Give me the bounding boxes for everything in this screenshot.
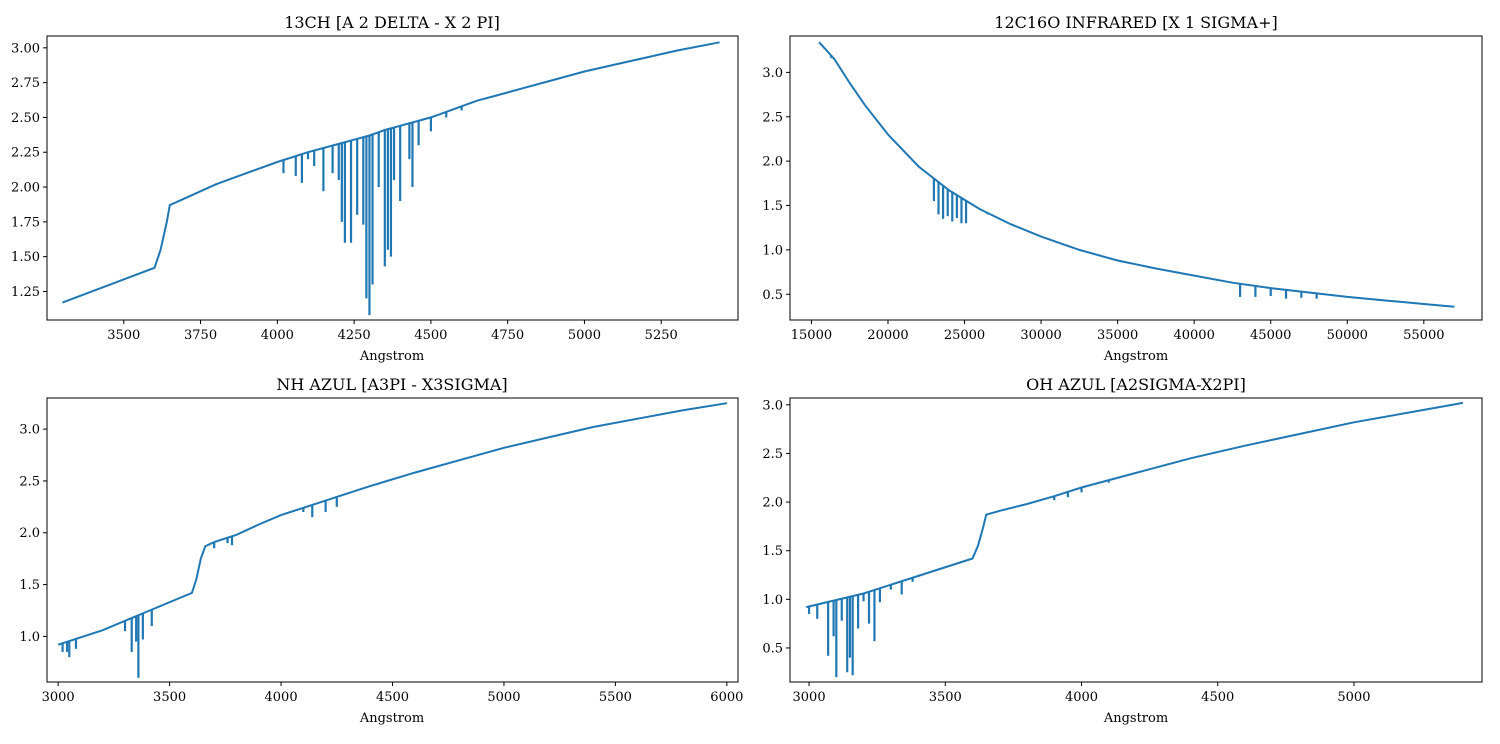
plot-frame bbox=[46, 35, 739, 321]
y-tick-label: 1.0 bbox=[762, 593, 783, 608]
plot-frame bbox=[789, 35, 1483, 321]
y-tick-label: 1.25 bbox=[11, 285, 40, 300]
x-axis-label: Angstrom bbox=[1103, 711, 1168, 726]
y-tick-label: 1.50 bbox=[11, 250, 40, 265]
x-tick-label: 4000 bbox=[1065, 690, 1098, 705]
y-tick-label: 1.0 bbox=[762, 243, 783, 258]
x-tick-label: 5000 bbox=[487, 690, 520, 705]
x-tick-label: 15000 bbox=[791, 328, 832, 343]
x-tick-label: 4500 bbox=[414, 328, 447, 343]
x-tick-label: 5500 bbox=[599, 690, 632, 705]
x-tick-label: 3500 bbox=[929, 690, 962, 705]
x-tick-label: 55000 bbox=[1403, 328, 1444, 343]
y-tick-label: 0.5 bbox=[762, 288, 783, 303]
series-line bbox=[57, 402, 728, 646]
y-tick-label: 1.5 bbox=[19, 578, 40, 593]
x-axis-label: Angstrom bbox=[359, 711, 424, 726]
y-tick-label: 2.0 bbox=[762, 496, 783, 511]
x-tick-label: 3750 bbox=[184, 328, 217, 343]
x-tick-label: 4500 bbox=[1201, 690, 1234, 705]
x-tick-label: 4500 bbox=[376, 690, 409, 705]
panel-13ch: 13CH [A 2 DELTA - X 2 PI] Angstrom 3500 3… bbox=[11, 13, 739, 364]
panel-nh: NH AZUL [A3PI - X3SIGMA] Angstrom 3000 35… bbox=[19, 375, 743, 726]
x-tick-label: 5250 bbox=[645, 328, 678, 343]
x-tick-label: 35000 bbox=[1097, 328, 1138, 343]
y-tick-label: 0.5 bbox=[762, 641, 783, 656]
panel-12c16o: 12C16O INFRARED [X 1 SIGMA+] Angstrom 15… bbox=[762, 13, 1483, 364]
series-line bbox=[806, 401, 1464, 609]
y-tick-label: 2.75 bbox=[11, 76, 40, 91]
x-tick-label: 4750 bbox=[491, 328, 524, 343]
series-line bbox=[62, 41, 720, 304]
x-tick-label: 45000 bbox=[1250, 328, 1291, 343]
y-tick-label: 1.75 bbox=[11, 215, 40, 230]
x-tick-label: 5000 bbox=[1337, 690, 1370, 705]
x-tick-label: 4000 bbox=[265, 690, 298, 705]
y-tick-label: 2.00 bbox=[11, 181, 40, 196]
y-tick-label: 3.00 bbox=[11, 41, 40, 56]
y-tick-label: 2.5 bbox=[19, 474, 40, 489]
x-tick-label: 3500 bbox=[153, 690, 186, 705]
x-axis-label: Angstrom bbox=[1103, 349, 1168, 364]
x-tick-label: 4000 bbox=[261, 328, 294, 343]
y-tick-label: 1.5 bbox=[762, 544, 783, 559]
y-tick-label: 3.0 bbox=[19, 423, 40, 438]
y-tick-label: 2.50 bbox=[11, 111, 40, 126]
y-tick-label: 2.0 bbox=[19, 526, 40, 541]
y-tick-label: 2.0 bbox=[762, 155, 783, 170]
panel-title: 12C16O INFRARED [X 1 SIGMA+] bbox=[994, 13, 1277, 32]
y-tick-label: 1.5 bbox=[762, 199, 783, 214]
panel-oh: OH AZUL [A2SIGMA-X2PI] Angstrom 3000 3500… bbox=[762, 375, 1483, 726]
panel-title: OH AZUL [A2SIGMA-X2PI] bbox=[1026, 375, 1246, 394]
x-tick-label: 5000 bbox=[568, 328, 601, 343]
x-tick-label: 20000 bbox=[867, 328, 908, 343]
panel-title: NH AZUL [A3PI - X3SIGMA] bbox=[276, 375, 507, 394]
x-tick-label: 25000 bbox=[944, 328, 985, 343]
y-tick-label: 2.25 bbox=[11, 146, 40, 161]
y-tick-label: 2.5 bbox=[762, 110, 783, 125]
y-tick-label: 3.0 bbox=[762, 66, 783, 81]
panel-title: 13CH [A 2 DELTA - X 2 PI] bbox=[284, 13, 500, 32]
x-tick-label: 6000 bbox=[710, 690, 743, 705]
series-line bbox=[818, 41, 1455, 308]
x-tick-label: 3000 bbox=[793, 690, 826, 705]
y-tick-label: 3.0 bbox=[762, 398, 783, 413]
x-tick-label: 40000 bbox=[1173, 328, 1214, 343]
y-tick-label: 1.0 bbox=[19, 630, 40, 645]
x-tick-label: 3500 bbox=[107, 328, 140, 343]
x-tick-label: 50000 bbox=[1327, 328, 1368, 343]
x-axis-label: Angstrom bbox=[359, 349, 424, 364]
y-tick-label: 2.5 bbox=[762, 447, 783, 462]
x-tick-label: 30000 bbox=[1020, 328, 1061, 343]
plot-frame bbox=[789, 397, 1483, 683]
x-tick-label: 3000 bbox=[42, 690, 75, 705]
x-tick-label: 4250 bbox=[338, 328, 371, 343]
